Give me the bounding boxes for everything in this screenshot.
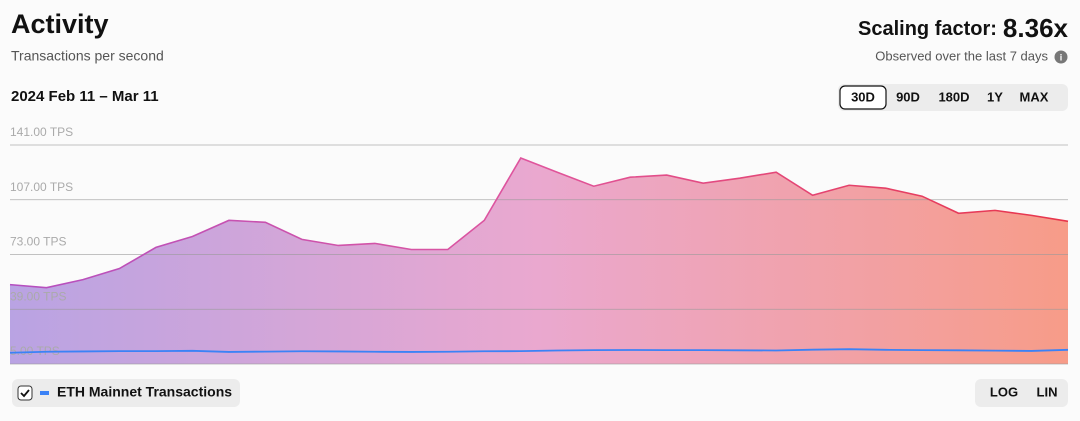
factor-note: Observed over the last 7 days [875, 48, 1048, 63]
scale-button[interactable]: LOG [990, 384, 1018, 399]
scaling-factor: Scaling factor: 8.36x [858, 13, 1069, 43]
y-tick-label: 39.00 TPS [10, 289, 66, 303]
info-icon[interactable] [1054, 50, 1068, 64]
y-tick-label: 141.00 TPS [10, 125, 73, 139]
area-line [9, 157, 1069, 289]
date-range: 2024 Feb 11 – Mar 11 [11, 88, 159, 105]
checkmark [20, 389, 30, 398]
range-active [839, 85, 887, 110]
range-button[interactable]: 1Y [987, 89, 1003, 104]
scale-button[interactable]: LIN [1037, 384, 1058, 399]
range-selector [838, 84, 1068, 111]
checkbox[interactable] [17, 385, 33, 401]
range-button[interactable]: 180D [938, 89, 969, 104]
factor-label: Scaling factor: [858, 18, 997, 40]
scale-selector [975, 379, 1068, 407]
info-icon-glyph: i [1060, 52, 1063, 62]
area-fill [10, 158, 1068, 364]
y-tick-label: 107.00 TPS [10, 180, 73, 194]
range-button[interactable]: 30D [851, 89, 875, 104]
factor-value: 8.36x [1003, 13, 1069, 43]
range-button[interactable]: MAX [1020, 89, 1049, 104]
y-tick-label: 73.00 TPS [10, 235, 66, 249]
legend-item[interactable] [12, 379, 240, 407]
legend-swatch [40, 391, 49, 395]
eth-line [9, 348, 1069, 354]
range-button[interactable]: 90D [896, 89, 920, 104]
title: Activity [11, 9, 109, 39]
legend-label: ETH Mainnet Transactions [57, 384, 232, 400]
subtitle: Transactions per second [11, 48, 164, 64]
